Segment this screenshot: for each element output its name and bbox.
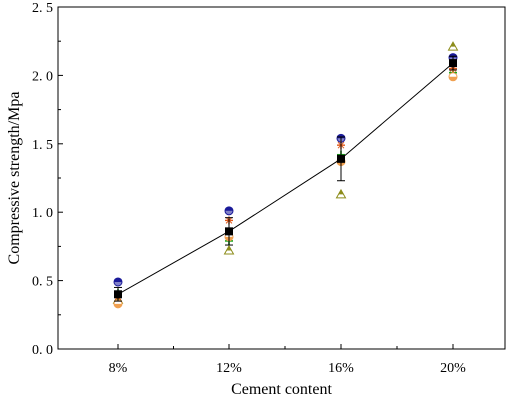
- x-tick-label: 20%: [440, 361, 466, 376]
- x-tick-label: 16%: [328, 361, 354, 376]
- plot-frame: [57, 6, 506, 350]
- x-tick-label: 8%: [109, 361, 128, 376]
- sample-point-fill: [114, 281, 122, 286]
- mean-point: [114, 290, 122, 299]
- sample-point-fill: [450, 42, 456, 47]
- y-tick-label: 1. 0: [32, 206, 53, 221]
- sample-point-fill: [225, 210, 233, 215]
- series-layer: [112, 41, 459, 309]
- sample-point-fill: [226, 246, 232, 251]
- y-tick-label: 0. 5: [32, 275, 53, 290]
- x-tick-label: 12%: [216, 361, 242, 376]
- sample-point-fill: [225, 206, 233, 211]
- sample-point-fill: [114, 303, 122, 308]
- y-tick-label: 0. 0: [32, 343, 53, 358]
- sample-point-fill: [338, 189, 344, 195]
- y-axis: 0. 0 0. 5 1. 0 1. 5 2. 0 2. 5: [32, 1, 63, 358]
- y-tick-label: 2. 0: [32, 69, 53, 84]
- mean-point: [337, 154, 345, 163]
- y-tick-label: 1. 5: [32, 138, 53, 153]
- x-axis: 8% 12% 16% 20%: [109, 344, 466, 376]
- x-axis-title: Cement content: [231, 381, 332, 398]
- y-axis-title: Compressive strength/Mpa: [6, 92, 23, 265]
- y-tick-label: 2. 5: [32, 1, 53, 16]
- mean-point: [449, 59, 457, 68]
- sample-point-fill: [114, 277, 122, 282]
- sample-point-fill: [449, 76, 457, 81]
- mean-line: [117, 62, 454, 295]
- mean-point: [225, 227, 233, 236]
